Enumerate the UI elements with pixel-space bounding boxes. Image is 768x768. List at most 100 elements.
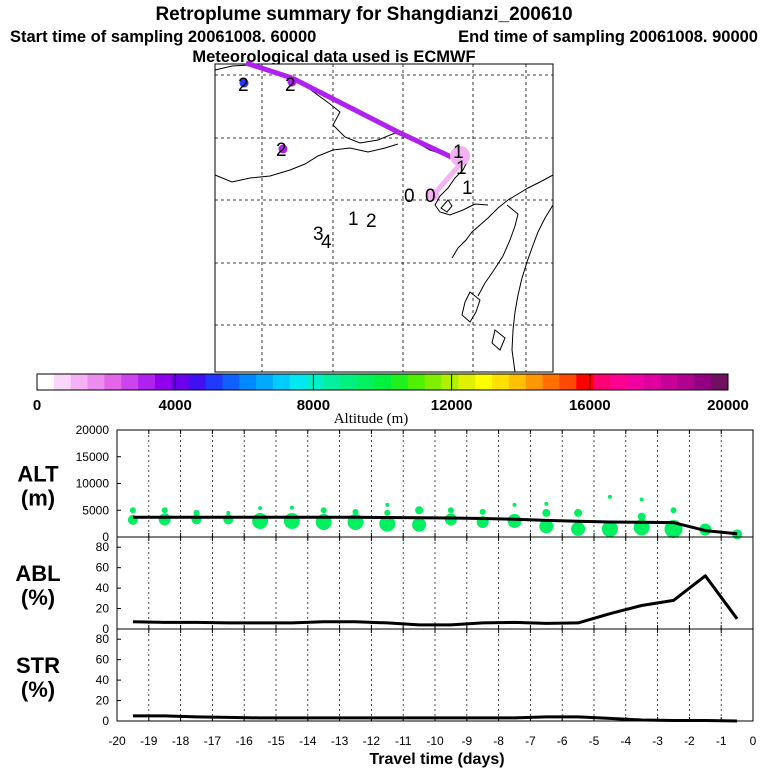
plume-point [129,507,136,514]
plume-point [379,515,396,532]
plume-point [415,506,424,515]
colorbar-swatch [53,374,72,390]
x-tick-label: -13 [331,734,349,748]
panel-unit: (%) [21,677,55,702]
plume-point [226,510,231,515]
map-marker-day: 0 [425,186,436,207]
colorbar-swatch [104,374,122,390]
y-tick-label: 20000 [76,423,110,437]
x-tick-label: 0 [750,734,757,748]
colorbar-swatch [87,374,105,390]
plume-point [637,512,646,521]
y-tick-label: 15000 [76,450,110,464]
met-data-label: Meteorological data used is ECMWF [192,48,475,66]
trajectory-seg-1 [245,60,293,81]
colorbar-swatch [171,374,190,390]
trajectory-seg-2 [290,75,400,135]
colorbar-swatch [357,374,375,390]
x-tick-label: -9 [461,734,472,748]
plume-point [512,502,517,507]
colorbar-swatch [424,374,442,390]
time-series-panels: 20000150001000050000ALT(m)806040200ABL(%… [15,423,756,768]
colorbar-tick-label: 20000 [707,397,749,414]
colorbar-swatch [340,374,358,390]
panel-label: ABL [15,561,60,586]
colorbar-swatch [407,374,426,390]
colorbar-swatch [188,374,207,390]
plume-point [601,520,618,537]
colorbar-swatch [289,374,308,390]
y-tick-label: 40 [96,673,110,687]
colorbar-swatch [626,374,645,390]
trajectory-cluster-0 [427,189,439,201]
y-tick-label: 80 [96,540,110,554]
x-tick-label: -19 [140,734,158,748]
panel-str: 80 60 40 20 0 STR(%) [16,628,754,728]
colorbar-swatch [70,374,89,390]
plume-point [161,507,168,514]
start-time-label: Start time of sampling 20061008. 60000 [10,28,316,46]
trajectory-seg-4 [434,160,464,194]
colorbar-swatch [441,374,459,390]
plume-point [320,507,327,514]
map-marker-day: 3 [313,224,324,245]
y-tick-label: 10000 [76,477,110,491]
colorbar-swatch [643,374,662,390]
plume-point [479,508,486,515]
trajectory-cluster-1 [450,146,470,166]
colorbar-swatch [458,374,476,390]
colorbar-tick-label: 0 [33,397,41,414]
x-tick-label: -6 [557,734,568,748]
plume-point [544,501,549,506]
plume-point [258,506,263,511]
colorbar-swatch [239,374,257,390]
panel-label: STR [16,653,60,678]
colorbar-swatch [677,374,695,390]
colorbar-swatch [711,374,729,390]
plume-point [571,521,586,536]
plume-point [384,509,391,516]
x-axis-title: Travel time (days) [369,751,504,768]
colorbar-tick-label: 8000 [297,397,330,414]
map-marker-day: 1 [348,209,359,230]
colorbar-tick-label: 4000 [159,397,192,414]
x-tick-label: -3 [652,734,663,748]
map-dot-2 [287,77,297,87]
y-tick-label: 0 [102,622,109,636]
colorbar-swatch [323,374,341,390]
map-dot-3 [278,144,288,154]
map-dot-1 [239,78,249,88]
x-tick-label: -18 [172,734,190,748]
panel-unit: (m) [21,486,55,511]
colorbar-swatch [660,374,678,390]
plume-point [670,507,677,514]
map-marker-day: 1 [456,158,467,179]
map-marker-day: 2 [366,211,377,232]
x-tick-label: -4 [620,734,631,748]
x-tick-label: -17 [204,734,222,748]
colorbar-title: Altitude (m) [334,411,409,427]
y-tick-label: 40 [96,581,110,595]
colorbar-swatch [390,374,409,390]
colorbar-tick-label: 12000 [431,397,473,414]
y-tick-label: 60 [96,653,110,667]
plume-point [158,513,171,526]
map-marker-day: 0 [404,186,415,207]
colorbar-swatch [222,374,240,390]
colorbar-swatch [374,374,392,390]
y-tick-label: 5000 [82,503,109,517]
x-tick-label: -14 [299,734,317,748]
x-tick-label: -7 [525,734,536,748]
colorbar-swatch [256,374,274,390]
altitude-colorbar: 0 4000 8000 12000 16000 20000 Altitude (m) [33,373,749,427]
y-tick-label: 60 [96,561,110,575]
colorbar-swatch [508,374,527,390]
x-tick-label: -1 [716,734,727,748]
x-tick-label: -20 [108,734,126,748]
colorbar-swatch [694,374,712,390]
plume-point [574,508,583,517]
plume-point [607,494,612,499]
colorbar-swatch [475,374,493,390]
colorbar-swatch [610,374,628,390]
